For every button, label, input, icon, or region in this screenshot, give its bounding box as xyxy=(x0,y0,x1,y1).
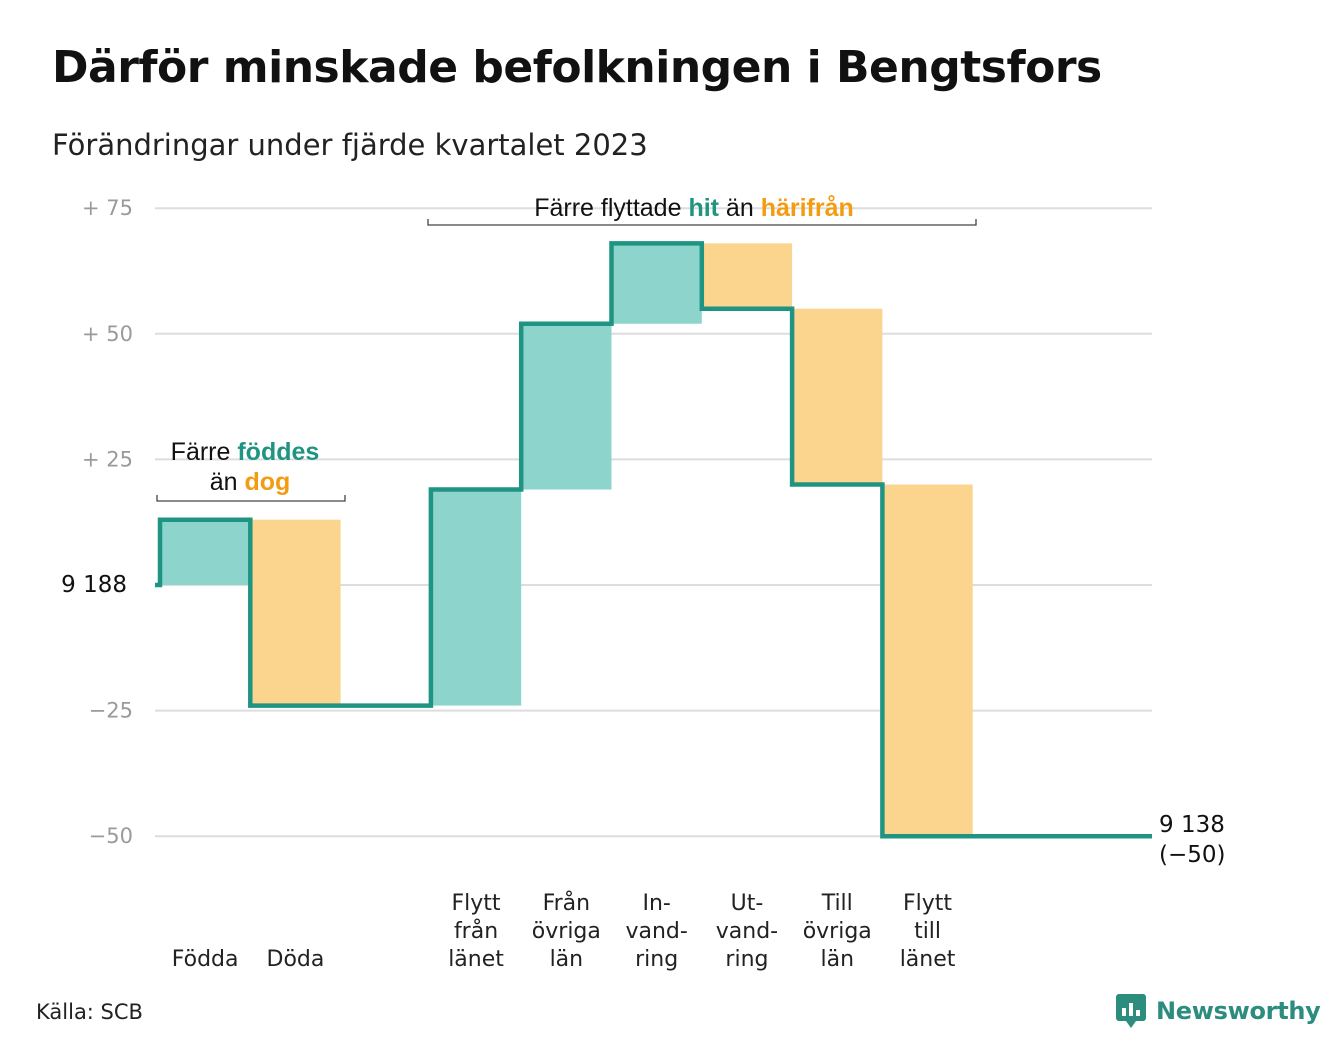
bar-outflow xyxy=(882,484,973,837)
end-value-text: 9 138 xyxy=(1159,812,1225,838)
source-note: Källa: SCB xyxy=(36,1000,143,1024)
bar-outflow xyxy=(701,243,793,309)
bar-outflow xyxy=(250,519,341,706)
category-label: från xyxy=(454,918,498,944)
annotation-migration: Färre flyttade hit än härifrån xyxy=(534,194,854,222)
chart-subtitle: Förändringar under fjärde kvartalet 2023 xyxy=(52,128,648,162)
category-label: övriga xyxy=(532,919,601,944)
category-label: län xyxy=(550,947,584,972)
annotation-births-line1: Färre föddes xyxy=(171,438,320,466)
category-label: Döda xyxy=(267,947,325,972)
category-label: Från xyxy=(543,890,591,916)
annotation-part: Färre xyxy=(171,438,238,466)
category-label: Flytt xyxy=(452,891,501,916)
brand-name: Newsworthy xyxy=(1156,997,1321,1025)
annotation-part: härifrån xyxy=(761,194,854,222)
y-tick-label: −50 xyxy=(89,824,133,848)
category-label: Till xyxy=(821,891,853,916)
annotation-part: än xyxy=(719,194,761,222)
category-label: vand- xyxy=(625,919,687,944)
brand-logo: Newsworthy xyxy=(1116,994,1321,1028)
annotation-part: än xyxy=(210,468,245,496)
bar-outflow xyxy=(792,308,883,485)
annotation-part: dog xyxy=(244,468,290,496)
annotation-part: Färre flyttade xyxy=(534,194,688,222)
running-total-line xyxy=(155,241,1152,839)
category-label: ring xyxy=(725,947,768,972)
annotation-bracket xyxy=(156,495,346,502)
bar-inflow xyxy=(521,323,612,490)
category-label: Födda xyxy=(172,947,239,972)
bars xyxy=(160,243,973,837)
y-tick-label: −25 xyxy=(89,699,133,723)
category-label: län xyxy=(820,947,854,972)
end-value-label: 9 138 (−50) xyxy=(1159,812,1225,868)
chart-title: Därför minskade befolkningen i Bengtsfor… xyxy=(52,42,1102,93)
category-label: länet xyxy=(900,947,956,972)
category-label: Ut- xyxy=(731,891,764,916)
bar-inflow xyxy=(430,489,522,706)
category-label: övriga xyxy=(803,919,872,944)
bar-inflow xyxy=(611,243,702,324)
x-axis-categories: Födda DödaFlyttfrånlänetFrånövrigalänIn-v… xyxy=(172,890,956,972)
y-tick-label: + 50 xyxy=(82,322,133,346)
category-label: vand- xyxy=(716,919,778,944)
end-value-text: (−50) xyxy=(1159,842,1225,868)
category-label: In- xyxy=(642,891,670,916)
category-label: ring xyxy=(635,947,678,972)
annotation-bracket xyxy=(427,219,977,226)
category-label: till xyxy=(914,919,941,944)
y-tick-label: + 25 xyxy=(82,447,133,471)
annotation-part: hit xyxy=(688,194,719,222)
bar-inflow xyxy=(160,519,251,585)
annotation-part: föddes xyxy=(237,438,319,466)
category-label: Flytt xyxy=(903,891,952,916)
running-total-path xyxy=(155,241,1152,839)
y-tick-label: + 75 xyxy=(82,196,133,220)
start-value-label: 9 188 xyxy=(61,572,127,598)
category-label: länet xyxy=(448,947,504,972)
y-axis-ticks: + 75 + 50 + 25 9 188 −25 −50 xyxy=(61,196,133,848)
annotation-births-line2: än dog xyxy=(210,468,291,496)
newsworthy-logo-icon xyxy=(1116,994,1146,1028)
